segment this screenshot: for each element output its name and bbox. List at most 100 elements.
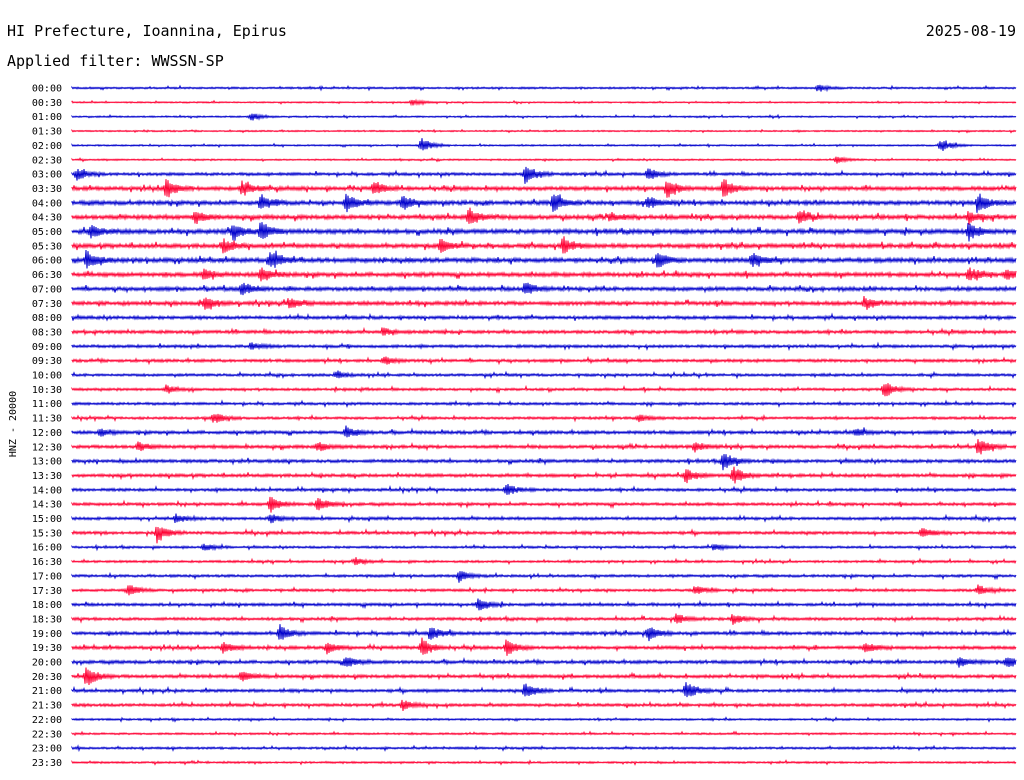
trace-line: [71, 113, 1017, 121]
row-time-label: 10:00: [32, 371, 62, 382]
row-time-label: 07:30: [32, 299, 62, 310]
row-time-label: 03:30: [32, 184, 62, 195]
trace-line: [71, 730, 1017, 738]
trace-line: [71, 744, 1017, 753]
trace-line: [71, 682, 1017, 698]
trace-line: [71, 138, 1017, 152]
trace-line: [71, 557, 1017, 566]
trace-line: [71, 571, 1017, 583]
row-time-label: 06:30: [32, 270, 62, 281]
row-time-label: 21:30: [32, 701, 62, 712]
row-time-label: 02:30: [32, 155, 62, 166]
trace-line: [71, 341, 1017, 352]
trace-line: [71, 598, 1017, 611]
trace-line: [71, 207, 1017, 225]
row-time-label: 08:00: [32, 313, 62, 324]
row-time-label: 14:00: [32, 485, 62, 496]
row-time-label: 11:30: [32, 414, 62, 425]
trace-line: [71, 312, 1017, 323]
trace-line: [71, 326, 1017, 337]
row-time-label: 21:00: [32, 686, 62, 697]
trace-line: [71, 193, 1017, 213]
row-time-label: 05:30: [32, 241, 62, 252]
trace-line: [71, 439, 1017, 455]
row-time-label: 04:30: [32, 213, 62, 224]
row-time-label: 12:30: [32, 442, 62, 453]
row-time-label: 09:00: [32, 342, 62, 353]
row-time-label: 20:30: [32, 672, 62, 683]
trace-line: [71, 399, 1017, 409]
trace-line: [71, 267, 1017, 282]
trace-line: [71, 496, 1017, 513]
row-time-label: 13:30: [32, 471, 62, 482]
trace-line: [71, 425, 1017, 438]
trace-line: [71, 584, 1017, 596]
trace-line: [71, 282, 1017, 296]
row-time-label: 09:30: [32, 356, 62, 367]
row-time-label: 11:00: [32, 399, 62, 410]
trace-line: [71, 716, 1017, 723]
row-time-label: 08:30: [32, 327, 62, 338]
row-time-label: 13:00: [32, 457, 62, 468]
trace-line: [71, 128, 1017, 134]
row-time-label: 23:30: [32, 758, 62, 769]
trace-line: [71, 383, 1017, 397]
record-date: 2025-08-19: [925, 22, 1016, 40]
row-time-label: 20:00: [32, 658, 62, 669]
station-location: HI Prefecture, Ioannina, Epirus: [7, 22, 287, 40]
row-time-label: 06:00: [32, 256, 62, 267]
row-time-label: 14:30: [32, 500, 62, 511]
row-time-label: 19:00: [32, 629, 62, 640]
row-time-label: 23:00: [32, 744, 62, 755]
row-time-label: 10:30: [32, 385, 62, 396]
trace-line: [71, 156, 1017, 164]
trace-line: [71, 613, 1017, 625]
row-time-label: 18:30: [32, 614, 62, 625]
row-time-label: 15:00: [32, 514, 62, 525]
trace-line: [71, 355, 1017, 366]
trace-line: [71, 295, 1017, 310]
row-time-label: 02:00: [32, 141, 62, 152]
row-time-label: 17:00: [32, 571, 62, 582]
row-time-label: 07:00: [32, 284, 62, 295]
trace-line: [71, 466, 1017, 484]
applied-filter: Applied filter: WWSSN-SP: [7, 52, 224, 70]
trace-line: [71, 667, 1017, 686]
trace-line: [71, 526, 1017, 544]
trace-line: [71, 166, 1017, 184]
trace-line: [71, 179, 1017, 198]
trace-line: [71, 370, 1017, 380]
trace-line: [71, 454, 1017, 471]
trace-line: [71, 222, 1017, 242]
row-time-label: 01:00: [32, 112, 62, 123]
trace-line: [71, 624, 1017, 642]
row-time-label: 03:00: [32, 170, 62, 181]
row-time-label: 19:30: [32, 643, 62, 654]
trace-line: [71, 543, 1017, 552]
trace-line: [71, 413, 1017, 423]
trace-line: [71, 236, 1017, 254]
trace-line: [71, 657, 1017, 668]
trace-line: [71, 513, 1017, 524]
row-time-label: 22:30: [32, 729, 62, 740]
trace-line: [71, 84, 1017, 93]
row-time-label: 05:00: [32, 227, 62, 238]
row-time-label: 17:30: [32, 586, 62, 597]
row-time-label: 15:30: [32, 528, 62, 539]
row-time-label: 01:30: [32, 127, 62, 138]
trace-line: [71, 759, 1017, 766]
row-time-label: 18:00: [32, 600, 62, 611]
trace-line: [71, 98, 1017, 107]
trace-line: [71, 249, 1017, 269]
trace-line: [71, 637, 1017, 656]
row-time-label: 00:00: [32, 84, 62, 95]
row-time-label: 16:30: [32, 557, 62, 568]
row-time-label: 12:00: [32, 428, 62, 439]
row-time-label: 16:00: [32, 543, 62, 554]
trace-line: [71, 484, 1017, 495]
channel-label: HNZ - 20000: [8, 391, 19, 457]
row-time-label: 04:00: [32, 198, 62, 209]
row-time-label: 22:00: [32, 715, 62, 726]
trace-line: [71, 699, 1017, 711]
